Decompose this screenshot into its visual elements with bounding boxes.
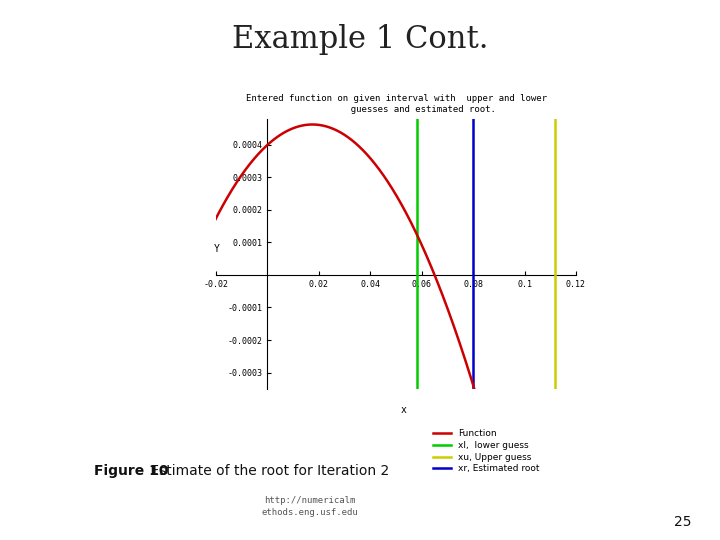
Text: http://numericalm: http://numericalm bbox=[264, 496, 355, 505]
Text: Estimate of the root for Iteration 2: Estimate of the root for Iteration 2 bbox=[146, 464, 390, 478]
Text: Figure 10: Figure 10 bbox=[94, 464, 168, 478]
Y-axis label: Y: Y bbox=[214, 244, 220, 254]
Legend: Function, xl,  lower guess, xu, Upper guess, xr, Estimated root: Function, xl, lower guess, xu, Upper gue… bbox=[429, 426, 544, 477]
Text: 25: 25 bbox=[674, 515, 691, 529]
X-axis label: x: x bbox=[400, 405, 406, 415]
Title: Entered function on given interval with  upper and lower
          guesses and e: Entered function on given interval with … bbox=[246, 94, 546, 114]
Text: ethods.eng.usf.edu: ethods.eng.usf.edu bbox=[261, 508, 358, 517]
Text: Example 1 Cont.: Example 1 Cont. bbox=[232, 24, 488, 55]
